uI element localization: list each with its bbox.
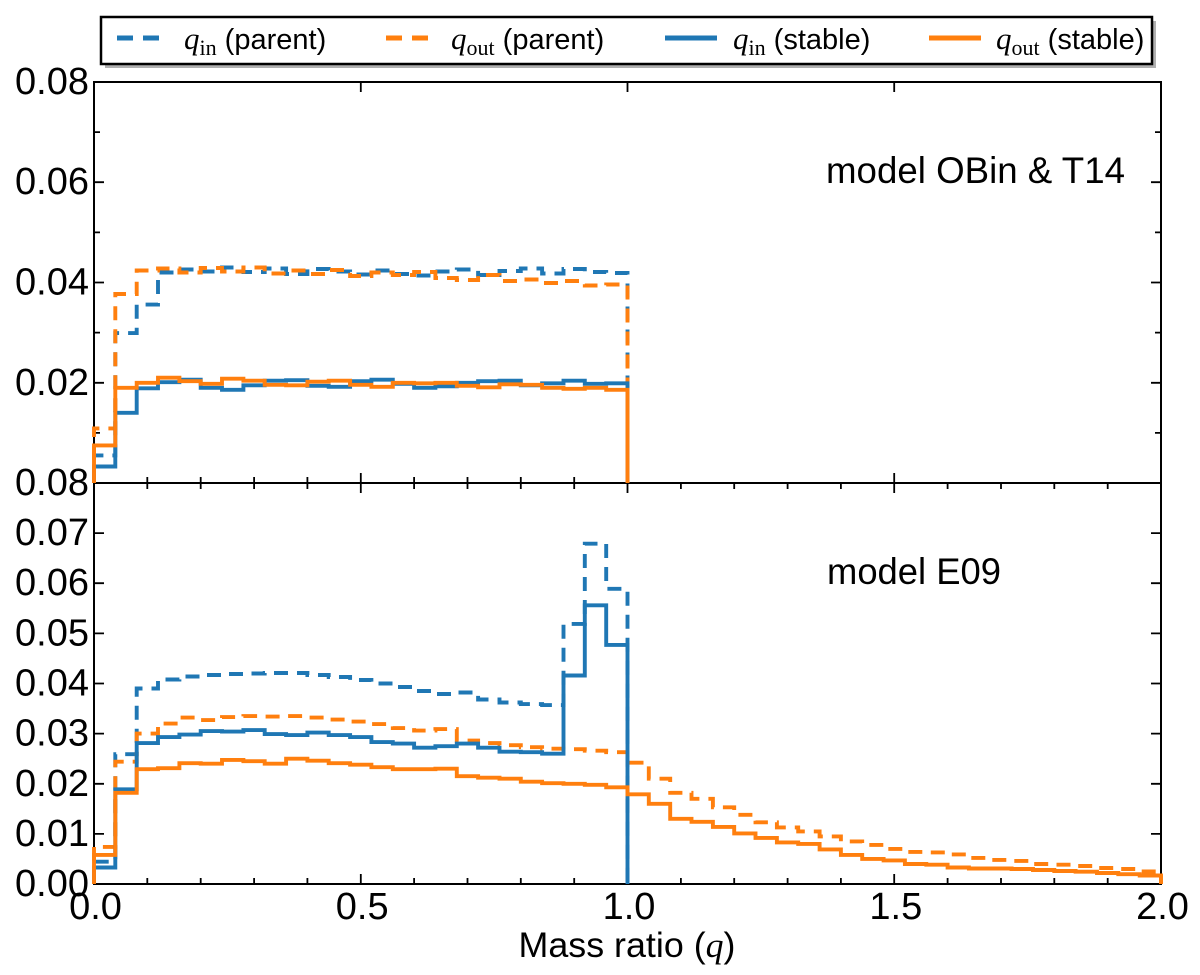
- svg-text:qin (stable): qin (stable): [733, 21, 870, 60]
- svg-text:qout (stable): qout (stable): [996, 21, 1144, 60]
- svg-text:Mass ratio (q): Mass ratio (q): [519, 926, 736, 965]
- svg-text:0.07: 0.07: [15, 512, 89, 554]
- svg-text:model E09: model E09: [827, 551, 1001, 592]
- svg-text:0.03: 0.03: [15, 713, 89, 755]
- svg-text:qout (parent): qout (parent): [451, 21, 604, 60]
- svg-text:1.0: 1.0: [603, 886, 656, 928]
- svg-text:0.02: 0.02: [15, 763, 89, 805]
- svg-text:0.0: 0.0: [69, 886, 122, 928]
- svg-text:0.06: 0.06: [15, 161, 89, 203]
- svg-text:0.5: 0.5: [336, 886, 389, 928]
- svg-text:1.5: 1.5: [869, 886, 922, 928]
- svg-text:0.02: 0.02: [15, 362, 89, 404]
- svg-text:0.08: 0.08: [15, 61, 89, 103]
- svg-text:model OBin & T14: model OBin & T14: [826, 150, 1125, 191]
- svg-text:0.05: 0.05: [15, 612, 89, 654]
- svg-text:0.04: 0.04: [15, 262, 89, 304]
- svg-text:2.0: 2.0: [1136, 886, 1189, 928]
- svg-text:0.00: 0.00: [15, 863, 89, 905]
- svg-text:0.08: 0.08: [15, 462, 89, 504]
- svg-text:0.04: 0.04: [15, 663, 89, 705]
- svg-text:0.01: 0.01: [15, 813, 89, 855]
- svg-text:0.06: 0.06: [15, 562, 89, 604]
